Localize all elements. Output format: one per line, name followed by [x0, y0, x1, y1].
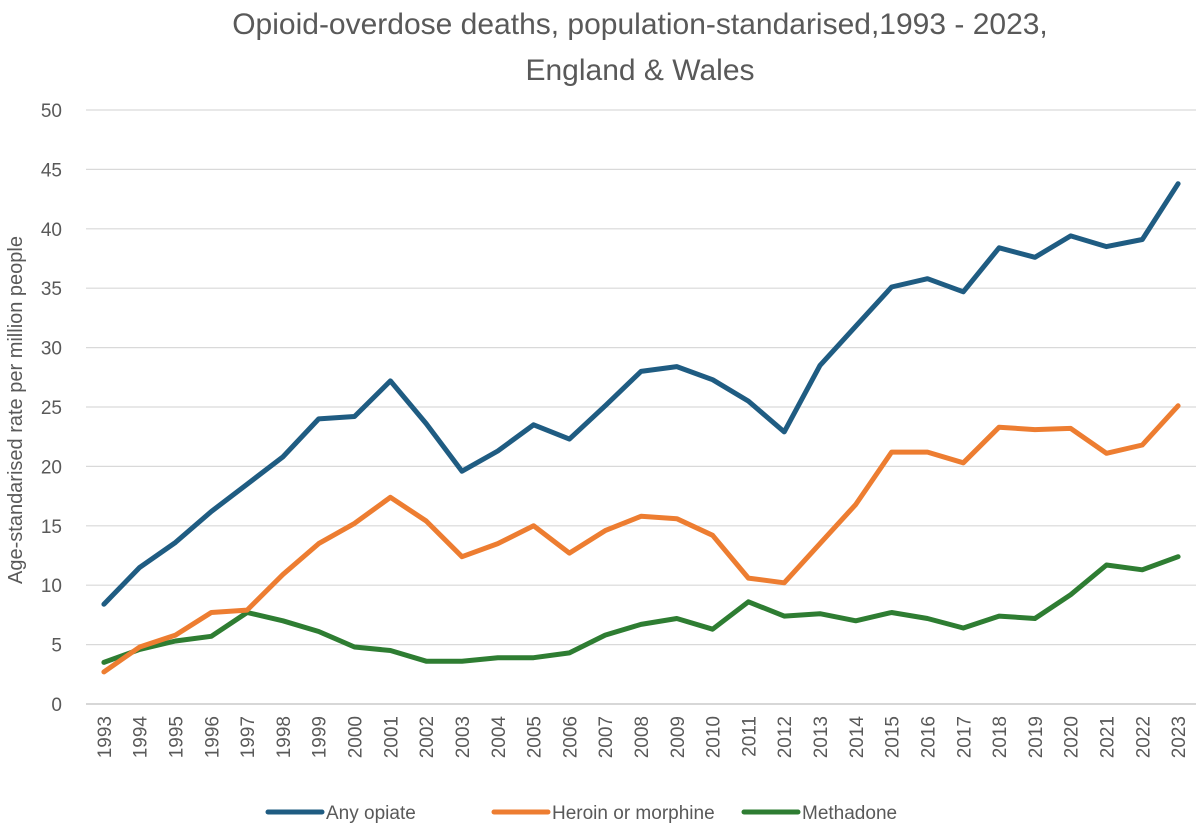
x-tick-label: 1996: [202, 716, 223, 758]
x-tick-label: 2012: [775, 716, 796, 758]
x-tick-label: 2023: [1169, 716, 1190, 758]
x-tick-label: 2016: [918, 716, 939, 758]
x-tick-label: 2002: [417, 716, 438, 758]
y-tick-label: 45: [41, 160, 62, 181]
y-tick-label: 50: [41, 101, 62, 122]
chart-title-line-2: England & Wales: [525, 54, 754, 87]
legend-label: Methadone: [802, 803, 897, 824]
legend-label: Heroin or morphine: [552, 803, 715, 824]
y-tick-label: 40: [41, 220, 62, 241]
y-tick-label: 30: [41, 339, 62, 360]
legend-label: Any opiate: [326, 803, 416, 824]
x-axis-ticks: 1993 1994 1995 1996 1997 1998 1999 2000 2001 2002…: [95, 716, 1190, 759]
x-tick-label: 2010: [704, 716, 725, 758]
x-tick-label: 2021: [1097, 716, 1118, 758]
y-tick-label: 35: [41, 279, 62, 300]
x-tick-label: 2011: [739, 716, 760, 757]
x-tick-label: 2014: [847, 716, 868, 759]
y-tick-label: 20: [41, 457, 62, 478]
y-tick-label: 25: [41, 398, 62, 419]
legend-item-heroin-or-morphine: Heroin or morphine: [491, 803, 715, 824]
x-tick-label: 1997: [238, 716, 259, 758]
x-tick-label: 2000: [346, 716, 367, 758]
x-tick-label: 2018: [990, 716, 1011, 758]
chart-title-line-1: Opioid-overdose deaths, population-stand…: [232, 8, 1048, 41]
series-lines: [101, 181, 1181, 675]
x-tick-label: 2005: [525, 716, 546, 758]
x-tick-label: 2009: [668, 716, 689, 758]
x-tick-label: 1999: [310, 716, 331, 758]
x-tick-label: 2020: [1062, 716, 1083, 758]
y-tick-label: 10: [41, 576, 62, 597]
series-line-methadone: [101, 554, 1181, 665]
legend-item-any-opiate: Any opiate: [265, 803, 416, 824]
legend: Any opiate Heroin or morphine Methadone: [265, 803, 897, 824]
y-axis-ticks: 0 5 10 15 20 25 30 35 40 45 50: [41, 101, 62, 716]
x-tick-label: 1998: [274, 716, 295, 758]
series-line-any-opiate: [101, 181, 1181, 607]
series-line-heroin-or-morphine: [101, 403, 1181, 675]
chart-title: Opioid-overdose deaths, population-stand…: [232, 8, 1048, 87]
x-tick-label: 2015: [883, 716, 904, 758]
x-tick-label: 2017: [954, 716, 975, 758]
x-tick-label: 2022: [1133, 716, 1154, 758]
x-tick-label: 2004: [489, 716, 510, 759]
y-axis-label: Age-standarised rate per million people: [5, 236, 27, 584]
x-tick-label: 1994: [131, 716, 152, 759]
x-tick-label: 2003: [453, 716, 474, 758]
x-tick-label: 2008: [632, 716, 653, 758]
x-tick-label: 2007: [596, 716, 617, 758]
x-tick-label: 1995: [167, 716, 188, 758]
x-tick-label: 1993: [95, 716, 116, 758]
x-tick-label: 2001: [381, 716, 402, 758]
x-tick-label: 2006: [560, 716, 581, 758]
y-tick-label: 5: [51, 636, 62, 657]
legend-item-methadone: Methadone: [741, 803, 897, 824]
x-tick-label: 2013: [811, 716, 832, 758]
x-tick-label: 2019: [1026, 716, 1047, 758]
y-tick-label: 15: [41, 517, 62, 538]
y-tick-label: 0: [51, 695, 62, 716]
